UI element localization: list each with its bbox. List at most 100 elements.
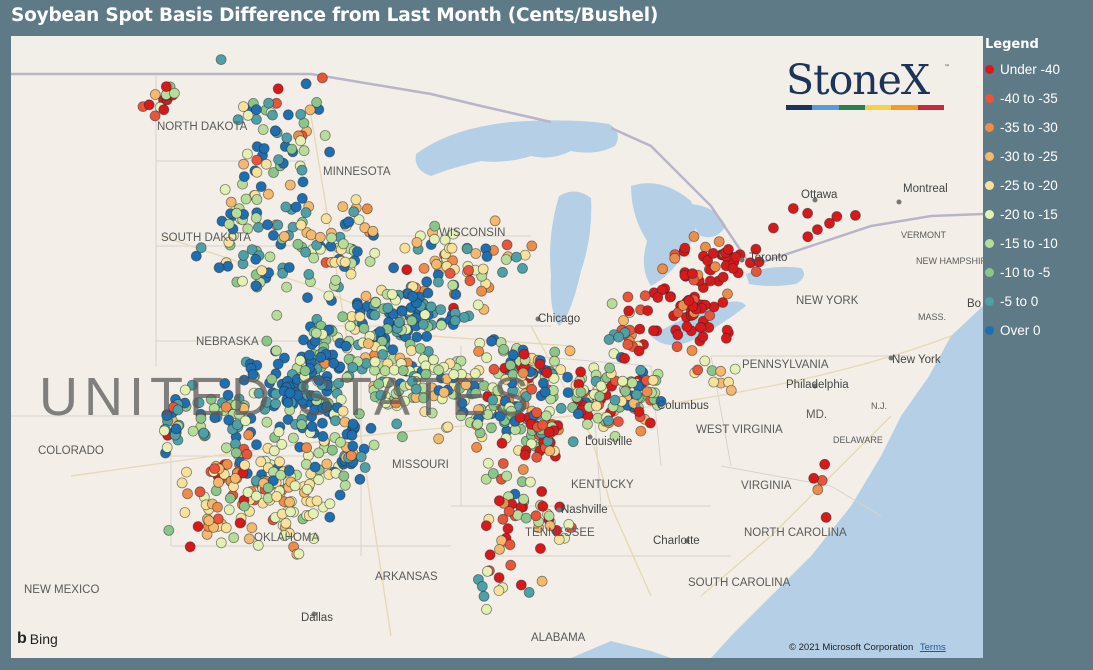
basis-dot[interactable] xyxy=(324,511,336,523)
basis-dot[interactable] xyxy=(212,513,224,525)
basis-dot[interactable] xyxy=(193,397,205,409)
basis-dot[interactable] xyxy=(149,89,161,100)
basis-dot[interactable] xyxy=(195,412,207,424)
basis-dot[interactable] xyxy=(316,417,328,429)
basis-dot[interactable] xyxy=(639,290,651,302)
basis-dot[interactable] xyxy=(320,213,332,225)
basis-dot[interactable] xyxy=(158,425,170,437)
basis-dot[interactable] xyxy=(519,449,531,461)
basis-dot[interactable] xyxy=(613,331,625,343)
basis-dot[interactable] xyxy=(553,534,565,546)
basis-dot[interactable] xyxy=(237,275,248,287)
basis-dot[interactable] xyxy=(256,265,268,277)
basis-dot[interactable] xyxy=(520,391,532,402)
basis-dot[interactable] xyxy=(228,532,240,544)
basis-dot[interactable] xyxy=(531,451,543,463)
basis-dot[interactable] xyxy=(198,427,210,439)
basis-dot[interactable] xyxy=(270,345,282,357)
basis-dot[interactable] xyxy=(428,354,439,366)
basis-dot[interactable] xyxy=(361,203,373,215)
basis-dot[interactable] xyxy=(563,518,575,530)
basis-dot[interactable] xyxy=(641,386,653,398)
basis-dot[interactable] xyxy=(618,315,629,326)
basis-dot[interactable] xyxy=(261,416,273,428)
basis-dot[interactable] xyxy=(591,400,602,412)
basis-dot[interactable] xyxy=(187,425,199,437)
basis-dot[interactable] xyxy=(345,268,357,280)
basis-dot[interactable] xyxy=(387,344,399,356)
basis-dot[interactable] xyxy=(564,345,576,357)
basis-dot[interactable] xyxy=(518,348,530,360)
basis-dot[interactable] xyxy=(365,422,377,434)
basis-dot[interactable] xyxy=(428,233,440,245)
basis-dot[interactable] xyxy=(347,418,359,430)
basis-dot[interactable] xyxy=(266,373,278,385)
basis-dot[interactable] xyxy=(469,368,481,379)
basis-dot[interactable] xyxy=(368,439,380,451)
basis-dot[interactable] xyxy=(212,476,224,488)
basis-dot[interactable] xyxy=(311,390,322,402)
basis-dot[interactable] xyxy=(702,255,713,266)
basis-dot[interactable] xyxy=(470,387,482,399)
bing-attribution[interactable]: b Bing xyxy=(17,630,58,648)
basis-dot[interactable] xyxy=(143,99,155,111)
basis-dot[interactable] xyxy=(271,309,283,321)
basis-dot[interactable] xyxy=(388,262,400,274)
basis-dot[interactable] xyxy=(289,480,301,492)
basis-dot[interactable] xyxy=(504,539,516,551)
basis-dot[interactable] xyxy=(334,489,346,501)
basis-dot[interactable] xyxy=(692,364,704,376)
basis-dot[interactable] xyxy=(487,468,499,479)
basis-dot[interactable] xyxy=(704,275,716,287)
basis-dot[interactable] xyxy=(850,209,861,221)
basis-dot[interactable] xyxy=(562,371,573,383)
basis-dot[interactable] xyxy=(242,110,254,121)
basis-dot[interactable] xyxy=(635,364,647,376)
basis-dot[interactable] xyxy=(284,496,296,508)
basis-dot[interactable] xyxy=(340,340,352,352)
basis-dot[interactable] xyxy=(477,263,489,275)
basis-dot[interactable] xyxy=(476,285,487,297)
basis-dot[interactable] xyxy=(302,292,313,304)
basis-dot[interactable] xyxy=(472,418,484,430)
basis-dot[interactable] xyxy=(225,196,237,208)
basis-dot[interactable] xyxy=(278,530,290,541)
basis-dot[interactable] xyxy=(205,393,217,405)
basis-dot[interactable] xyxy=(464,275,476,287)
basis-dot[interactable] xyxy=(505,405,517,417)
basis-dot[interactable] xyxy=(707,247,719,259)
basis-dot[interactable] xyxy=(472,299,484,311)
basis-dot[interactable] xyxy=(161,442,173,453)
basis-dot[interactable] xyxy=(290,201,302,213)
basis-dot[interactable] xyxy=(263,97,275,109)
basis-dot[interactable] xyxy=(296,419,308,431)
basis-dot[interactable] xyxy=(549,355,560,367)
basis-dot[interactable] xyxy=(170,423,182,435)
basis-dot[interactable] xyxy=(273,154,285,165)
basis-dot[interactable] xyxy=(222,389,234,401)
basis-dot[interactable] xyxy=(433,364,445,376)
basis-dot[interactable] xyxy=(604,362,615,374)
basis-dot[interactable] xyxy=(518,493,529,505)
basis-dot[interactable] xyxy=(262,482,274,494)
basis-dot[interactable] xyxy=(230,447,242,459)
basis-dot[interactable] xyxy=(715,365,726,377)
basis-dot[interactable] xyxy=(493,572,505,583)
basis-dot[interactable] xyxy=(195,242,207,254)
basis-dot[interactable] xyxy=(223,504,235,516)
legend-item[interactable]: Under -40 xyxy=(985,55,1093,84)
basis-dot[interactable] xyxy=(230,399,242,411)
basis-dot[interactable] xyxy=(595,380,607,392)
basis-dot[interactable] xyxy=(243,533,255,545)
basis-dot[interactable] xyxy=(160,81,172,92)
basis-dot[interactable] xyxy=(343,216,355,228)
basis-dot[interactable] xyxy=(382,302,394,314)
basis-dot[interactable] xyxy=(284,387,296,399)
basis-dot[interactable] xyxy=(633,345,645,357)
basis-dot[interactable] xyxy=(287,432,299,444)
basis-dot[interactable] xyxy=(447,279,459,291)
basis-dot[interactable] xyxy=(268,167,279,178)
legend-item[interactable]: -10 to -5 xyxy=(985,258,1093,287)
basis-dot[interactable] xyxy=(260,158,272,170)
basis-dot[interactable] xyxy=(501,239,513,251)
